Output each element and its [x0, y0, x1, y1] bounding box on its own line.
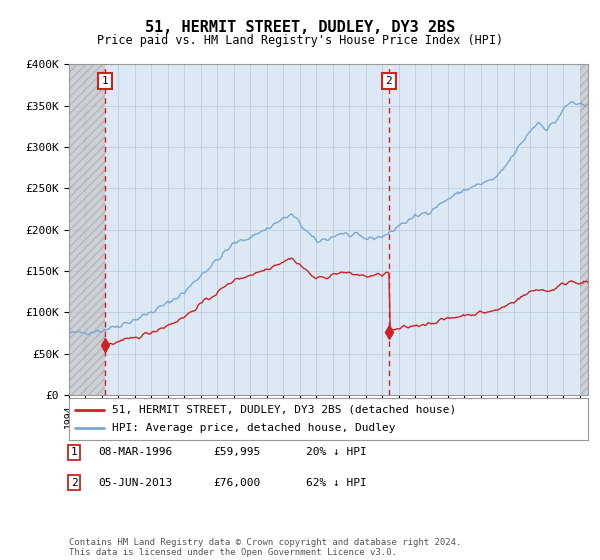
Bar [69, 64, 105, 395]
Text: 20% ↓ HPI: 20% ↓ HPI [306, 447, 367, 458]
Text: 62% ↓ HPI: 62% ↓ HPI [306, 478, 367, 488]
Text: 51, HERMIT STREET, DUDLEY, DY3 2BS (detached house): 51, HERMIT STREET, DUDLEY, DY3 2BS (deta… [112, 405, 456, 415]
Text: Contains HM Land Registry data © Crown copyright and database right 2024.
This d: Contains HM Land Registry data © Crown c… [69, 538, 461, 557]
Text: Price paid vs. HM Land Registry's House Price Index (HPI): Price paid vs. HM Land Registry's House … [97, 34, 503, 46]
Text: HPI: Average price, detached house, Dudley: HPI: Average price, detached house, Dudl… [112, 423, 395, 433]
Text: 1: 1 [101, 76, 108, 86]
Text: 05-JUN-2013: 05-JUN-2013 [98, 478, 172, 488]
Text: 1: 1 [71, 447, 77, 458]
Text: 2: 2 [71, 478, 77, 488]
Text: 51, HERMIT STREET, DUDLEY, DY3 2BS: 51, HERMIT STREET, DUDLEY, DY3 2BS [145, 20, 455, 35]
Text: £76,000: £76,000 [213, 478, 260, 488]
Text: 08-MAR-1996: 08-MAR-1996 [98, 447, 172, 458]
Bar [580, 64, 588, 395]
Text: 2: 2 [386, 76, 392, 86]
Text: £59,995: £59,995 [213, 447, 260, 458]
